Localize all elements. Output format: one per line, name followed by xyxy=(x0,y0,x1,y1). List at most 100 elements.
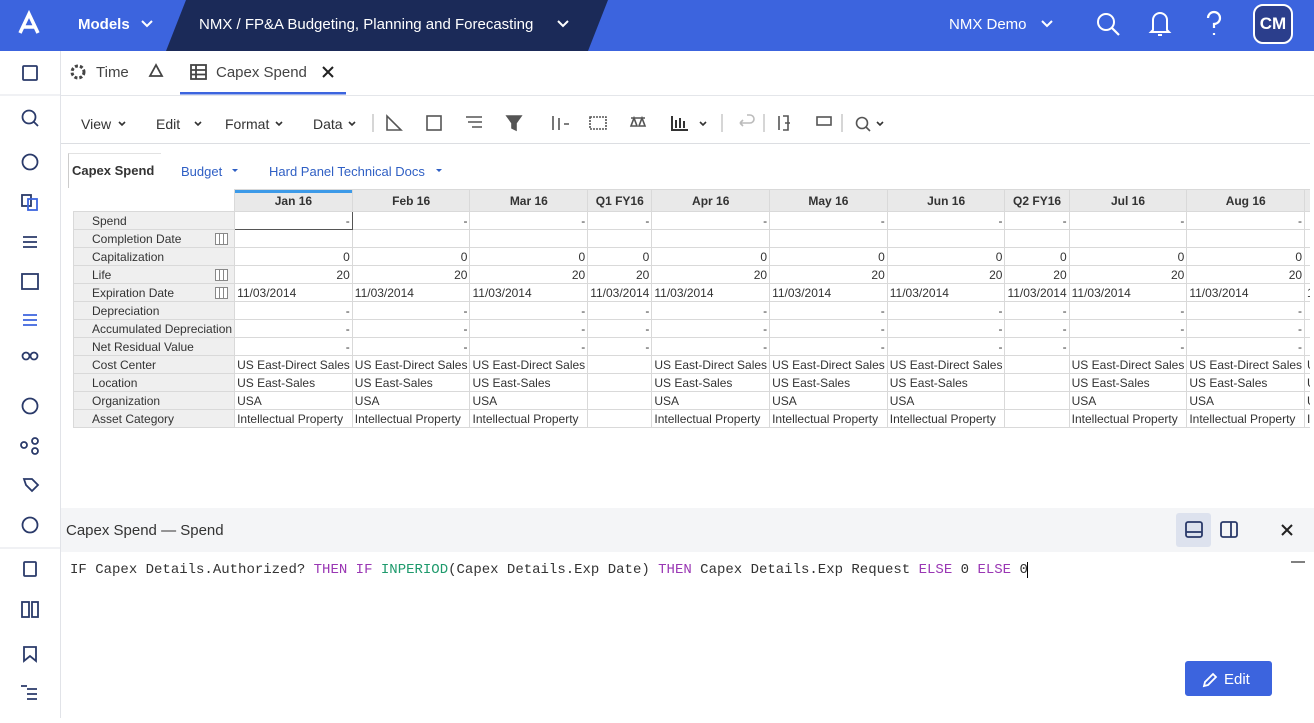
chevron[interactable] xyxy=(141,20,153,28)
tool-icon[interactable] xyxy=(505,115,523,132)
nav-icon[interactable] xyxy=(21,601,30,618)
logo[interactable] xyxy=(18,9,40,34)
edit-label[interactable]: Edit xyxy=(1224,671,1250,688)
help-icon[interactable] xyxy=(1206,10,1222,35)
cell: US East-Sales xyxy=(1304,373,1310,392)
grid-row: Expiration Date 11/03/2014 11/03/2014 11/03… xyxy=(73,283,1310,302)
menu-caret xyxy=(118,121,356,127)
edit-button[interactable]: Edit xyxy=(1185,661,1272,696)
tool-icon[interactable] xyxy=(426,115,442,131)
workspace-menu[interactable]: NMX Demo xyxy=(949,16,1027,33)
cell: USA xyxy=(769,391,888,410)
cell: Intellectual Property xyxy=(351,409,471,428)
cell: 0 xyxy=(469,247,589,266)
page-selector[interactable]: Budget xyxy=(181,164,223,179)
network-icon[interactable] xyxy=(148,63,164,77)
pencil-icon xyxy=(1202,672,1218,688)
cell: - xyxy=(1004,211,1070,230)
menu[interactable]: Data xyxy=(313,116,343,132)
nav-icon[interactable] xyxy=(21,685,37,700)
tab[interactable]: Time xyxy=(96,64,129,81)
breadcrumb[interactable]: NMX / FP&A Budgeting, Planning and Forec… xyxy=(199,16,534,33)
formula-token: IF xyxy=(355,562,373,578)
cell xyxy=(587,391,653,410)
nav-icon[interactable] xyxy=(21,351,31,361)
nav-icon[interactable] xyxy=(23,314,37,326)
tool-icon[interactable] xyxy=(671,116,688,131)
cell: 0 xyxy=(1186,247,1306,266)
tool-icon[interactable] xyxy=(629,115,647,127)
formula-token: 0 xyxy=(1011,562,1028,578)
chevron[interactable] xyxy=(1041,20,1053,28)
tool-icon[interactable] xyxy=(589,116,607,130)
nav-icon[interactable] xyxy=(22,65,38,81)
cell: 20 xyxy=(469,265,589,284)
nav-icon[interactable] xyxy=(23,236,37,248)
models-menu[interactable]: Models xyxy=(78,16,130,33)
nav-icon[interactable] xyxy=(21,109,37,125)
formula-token: THEN xyxy=(658,562,692,578)
nav-icon[interactable] xyxy=(33,121,39,127)
chevron[interactable] xyxy=(557,20,569,28)
bell-icon[interactable] xyxy=(1148,12,1172,36)
cell: - xyxy=(587,301,653,320)
nav-icon[interactable] xyxy=(20,441,28,449)
nav-icon[interactable] xyxy=(21,153,39,171)
cell: Intellectual Property xyxy=(469,409,589,428)
close-tab[interactable] xyxy=(322,66,334,78)
nav-icon[interactable] xyxy=(31,447,39,455)
cell: - xyxy=(886,337,1006,356)
tool-icon[interactable] xyxy=(552,116,569,130)
search-tool[interactable] xyxy=(865,126,871,132)
list-icon xyxy=(215,287,229,299)
nav-icon[interactable] xyxy=(23,646,37,663)
column-header: Aug 16 xyxy=(1186,189,1306,212)
nav-icon[interactable] xyxy=(21,516,39,534)
column-header: May 16 xyxy=(769,189,888,212)
menu[interactable]: View xyxy=(81,116,112,132)
layout-toggle[interactable] xyxy=(1176,513,1211,547)
cell xyxy=(1304,319,1310,338)
user-initials[interactable]: CM xyxy=(1259,14,1287,33)
cell xyxy=(1004,355,1070,374)
grid-row: Net Residual Value - - - - - - - - - - xyxy=(73,337,1310,356)
cell: Intellectual Property xyxy=(234,409,353,428)
grid-row: Depreciation - - - - - - - - - - xyxy=(73,301,1310,320)
cell: US East-Direct Sales xyxy=(886,355,1006,374)
nav-icon[interactable] xyxy=(21,194,32,207)
nav-icon[interactable] xyxy=(21,273,39,290)
formula-token: INPERIOD xyxy=(380,562,449,578)
dock-right-icon[interactable] xyxy=(1220,521,1238,538)
cell xyxy=(886,229,1006,248)
tool-icon[interactable] xyxy=(386,114,403,131)
avatar[interactable] xyxy=(1253,4,1293,44)
cell: USA xyxy=(351,391,471,410)
tool-icon[interactable] xyxy=(778,115,790,131)
cell xyxy=(1304,211,1310,230)
nav-icon[interactable] xyxy=(31,601,39,618)
nav-icon[interactable] xyxy=(31,437,39,445)
nav-icon[interactable] xyxy=(27,198,38,211)
tab[interactable]: Capex Spend xyxy=(216,64,307,81)
menu[interactable]: Edit xyxy=(156,116,181,132)
search-tool[interactable] xyxy=(855,116,869,130)
close-panel[interactable] xyxy=(1281,524,1293,536)
tool-icon[interactable] xyxy=(466,116,482,128)
cell: 20 xyxy=(1068,265,1188,284)
nav-icon[interactable] xyxy=(29,351,39,361)
table-icon xyxy=(191,65,206,79)
page-selector[interactable]: Hard Panel Technical Docs xyxy=(269,164,425,179)
cell: 20 xyxy=(886,265,1006,284)
nav-icon[interactable] xyxy=(21,397,39,415)
nav-icon[interactable] xyxy=(22,478,40,493)
grid-row: Asset Category Intellectual Property Intel… xyxy=(73,409,1310,428)
cell xyxy=(1186,229,1306,248)
dock-bottom-icon[interactable] xyxy=(1185,521,1203,538)
undo-icon[interactable] xyxy=(739,114,755,127)
search-icon[interactable] xyxy=(1111,27,1120,36)
search-icon[interactable] xyxy=(1097,13,1115,31)
formula: IF Capex Details.Authorized? THEN IF INP… xyxy=(70,562,1028,578)
tool-icon[interactable] xyxy=(816,116,832,126)
menu[interactable]: Format xyxy=(225,116,270,132)
nav-icon[interactable] xyxy=(23,561,37,577)
